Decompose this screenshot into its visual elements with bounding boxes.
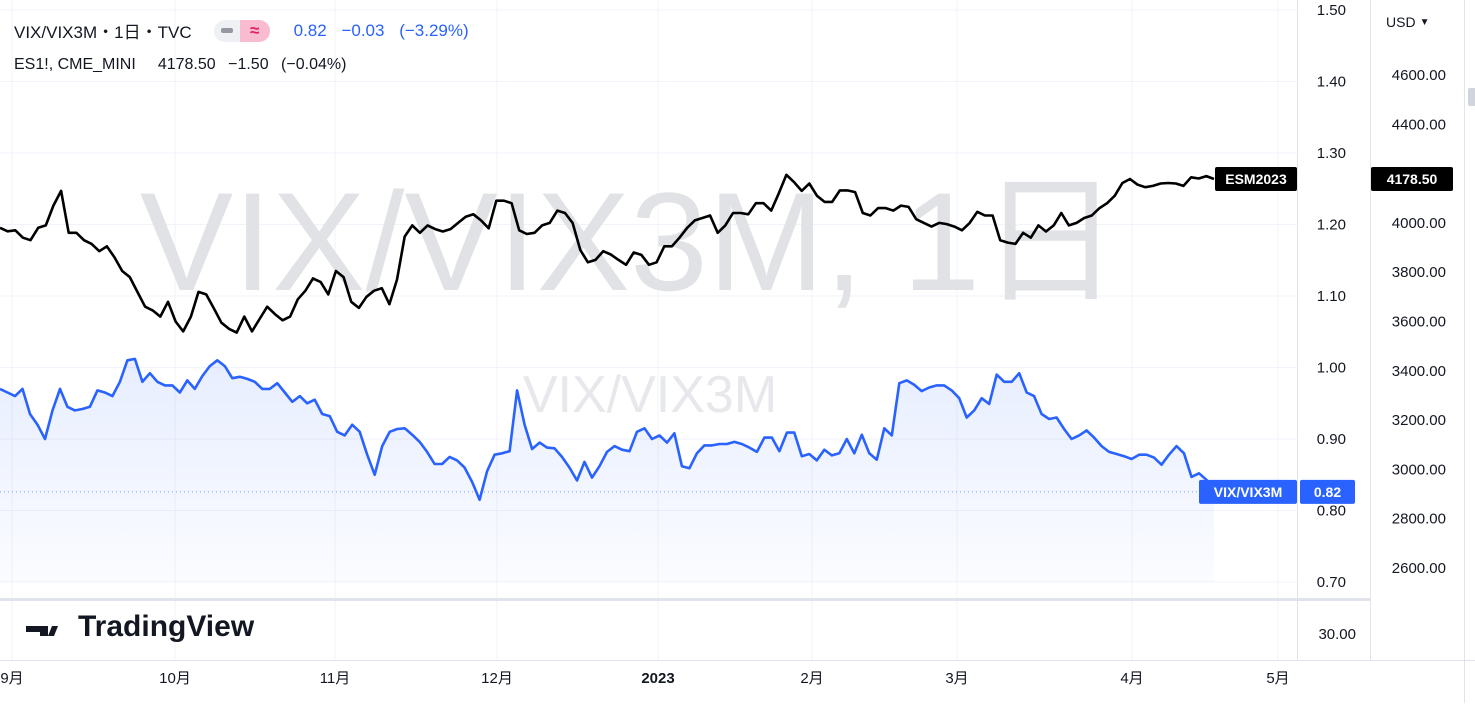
watermark: VIX/VIX3M, 1日 VIX/VIX3M (140, 163, 1120, 424)
x-axis-tick-label: 5月 (1266, 670, 1289, 687)
x-axis-tick-label: 10月 (159, 670, 191, 687)
main-change-pct: (−3.29%) (399, 20, 469, 40)
currency-label: USD (1386, 14, 1416, 30)
es-last-price-badge: 4178.50 (1371, 167, 1453, 192)
compare-symbol-title[interactable]: ES1!, CME_MINI (14, 56, 136, 73)
x-axis-tick-label: 4月 (1120, 670, 1143, 687)
left-axis-tick-label: 1.10 (1317, 288, 1346, 305)
chevron-down-icon: ▼ (1419, 16, 1430, 28)
left-axis-tick-label: 0.80 (1317, 503, 1346, 520)
vix-last-price-badge: 0.82 (1300, 479, 1355, 504)
right-axis-tick-label: 3200.00 (1392, 412, 1446, 429)
right-axis-tick-label: 4600.00 (1392, 67, 1446, 84)
legend-controls: ≈ (213, 19, 270, 42)
compare-change: −1.50 (228, 56, 269, 73)
x-axis-tick-label: 3月 (945, 670, 968, 687)
svg-text:4178.50: 4178.50 (1387, 171, 1438, 187)
compare-change-pct: (−0.04%) (281, 56, 347, 73)
left-axis-tick-label: 1.30 (1317, 145, 1346, 162)
left-axis-tick-label: 0.90 (1317, 431, 1346, 448)
right-axis-tick-label: 3400.00 (1392, 363, 1446, 380)
right-axis-tick-label: 3800.00 (1392, 264, 1446, 281)
x-axis-tick-label: 11月 (320, 670, 351, 687)
watermark-subtitle: VIX/VIX3M (523, 366, 777, 424)
left-axis-tick-label: 1.00 (1317, 360, 1346, 377)
right-axis-tick-label: 4000.00 (1392, 215, 1446, 232)
main-value: 0.82 (293, 20, 327, 40)
left-axis-tick-label: 1.40 (1317, 74, 1346, 91)
svg-text:0.82: 0.82 (1314, 484, 1341, 500)
right-axis-tick-label: 3600.00 (1392, 314, 1446, 331)
es-series-line[interactable] (0, 173, 1215, 334)
vix-area-fill (0, 358, 1214, 582)
main-symbol-title[interactable]: VIX/VIX3M・1日・TVC (14, 23, 192, 42)
axes: 1.50 1.40 1.30 1.20 1.10 1.00 0.90 0.80 0.70 4600… (0, 2, 1446, 687)
x-axis-tick-label: 2月 (800, 670, 823, 687)
hide-icon[interactable] (214, 20, 240, 42)
right-axis-tick-label: 2800.00 (1392, 511, 1446, 528)
right-axis-tick-label: 4400.00 (1392, 116, 1446, 133)
tradingview-logo: TradingView (26, 610, 255, 643)
x-axis-tick-label: 2023 (641, 670, 674, 687)
main-values: 0.82 −0.03 (−3.29%) (294, 21, 479, 41)
compare-value: 4178.50 (157, 56, 216, 73)
sidebar-toggle-handle[interactable] (1468, 88, 1475, 106)
vix-series-line[interactable] (0, 357, 1216, 502)
svg-text:VIX/VIX3M: VIX/VIX3M (1214, 484, 1282, 500)
left-axis-tick-label: 0.70 (1317, 574, 1346, 591)
vix-series-name-badge: VIX/VIX3M (1199, 479, 1297, 504)
tradingview-logo-icon (26, 626, 58, 636)
series-layer (0, 173, 1297, 582)
right-axis-tick-label: 3000.00 (1392, 461, 1446, 478)
tradingview-logo-text: TradingView (78, 610, 255, 643)
compare-series-legend: ES1!, CME_MINI 4178.50 −1.50 (−0.04%) (14, 56, 354, 74)
currency-selector[interactable]: USD ▼ (1386, 14, 1429, 30)
right-axis-tick-label: 2600.00 (1392, 560, 1446, 577)
pane-divider[interactable] (0, 598, 1370, 601)
compare-values: 4178.50 −1.50 (−0.04%) (158, 56, 355, 74)
left-axis-tick-label: 1.20 (1317, 217, 1346, 234)
main-change: −0.03 (341, 20, 385, 40)
svg-text:ESM2023: ESM2023 (1225, 171, 1287, 187)
main-series-legend: VIX/VIX3M・1日・TVC ≈ 0.82 −0.03 (−3.29%) (14, 18, 479, 43)
left-axis-tick-label: 1.50 (1317, 2, 1346, 19)
lower-pane-tick-label: 30.00 (1318, 626, 1356, 643)
x-axis-tick-label: 12月 (481, 670, 513, 687)
price-badges: ESM2023 4178.50 VIX/VIX3M 0.82 (1199, 167, 1453, 504)
x-axis-tick-label: 9月 (0, 670, 23, 687)
watermark-symbol: VIX/VIX3M, 1日 (140, 163, 1120, 320)
es-series-name-badge: ESM2023 (1215, 167, 1297, 192)
compare-wave-icon[interactable]: ≈ (239, 19, 270, 42)
